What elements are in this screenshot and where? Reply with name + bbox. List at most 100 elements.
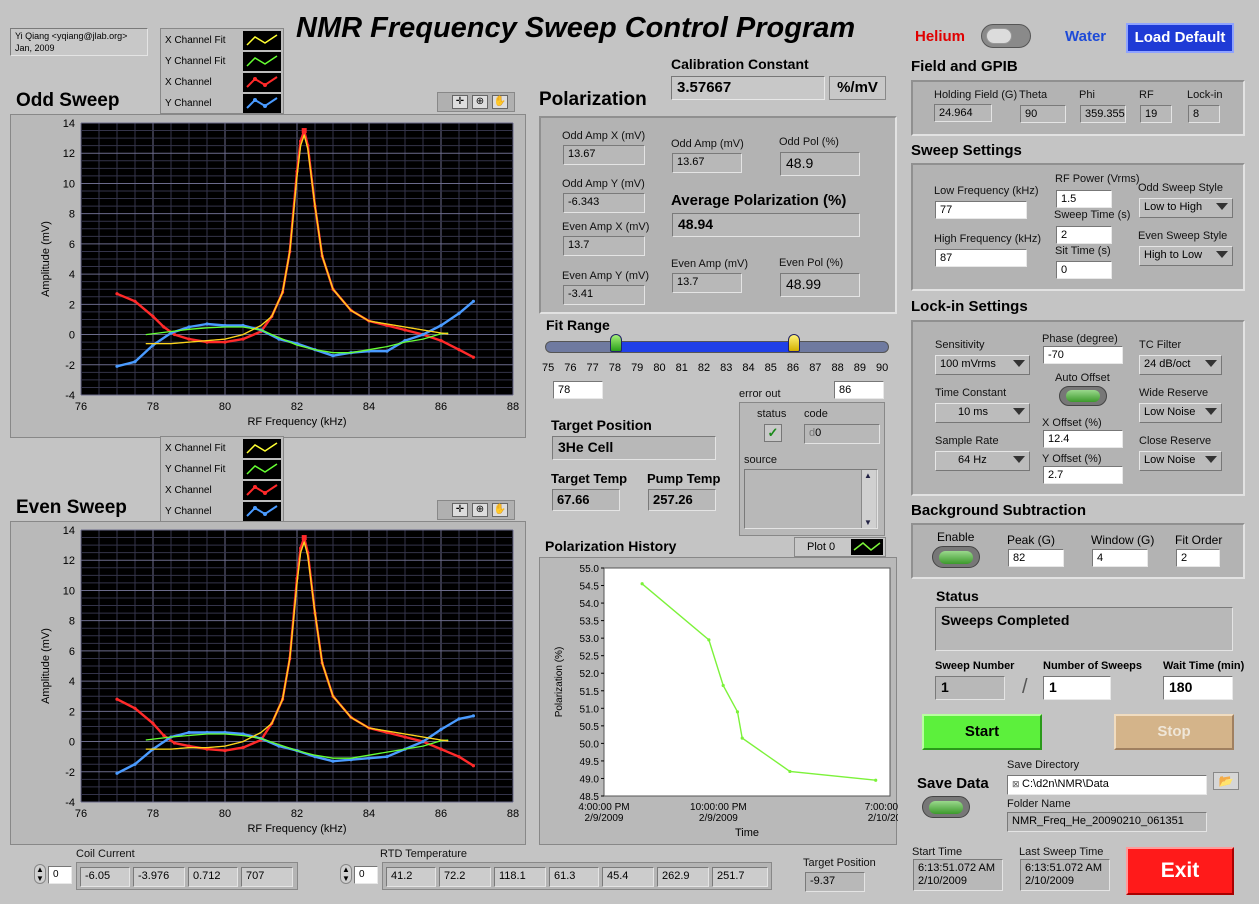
swatch-x-fit[interactable] xyxy=(243,31,281,50)
wide-reserve-select[interactable]: Low Noise xyxy=(1139,403,1222,423)
y-tick-label: 54.5 xyxy=(580,582,600,593)
calibration-value[interactable]: 3.57667 xyxy=(671,76,825,100)
y-offset-input[interactable]: 2.7 xyxy=(1043,466,1123,484)
time-constant-label: Time Constant xyxy=(935,387,1007,399)
x-tick-label: 84 xyxy=(363,808,375,820)
odd-sweep-title: Odd Sweep xyxy=(16,90,120,111)
odd-amp-x-value: 13.67 xyxy=(563,145,645,165)
x-tick-time: 10:00:00 PM xyxy=(690,802,747,813)
load-default-button[interactable]: Load Default xyxy=(1126,23,1234,53)
history-legend-label: Plot 0 xyxy=(807,541,836,553)
num-sweeps-input[interactable]: 1 xyxy=(1043,676,1111,700)
cursor-icon[interactable]: ✛ xyxy=(452,95,468,109)
error-source-text[interactable] xyxy=(744,469,878,529)
peak-input[interactable]: 82 xyxy=(1008,549,1064,567)
folder-browse-icon[interactable]: 📂 xyxy=(1213,772,1239,790)
even-graph-palette[interactable]: ✛ ⊕ ✋ xyxy=(437,500,515,520)
peak-marker xyxy=(301,128,307,134)
coil-index-spinner[interactable]: ▲ ▼ xyxy=(34,864,46,884)
data-point xyxy=(385,755,389,759)
odd-sweep-svg[interactable]: 76 78 80 82 84 86 88 -4 -2 0 2 4 6 8 10 12 14 RF Frequenc… xyxy=(11,115,527,439)
sensitivity-select[interactable]: 100 mVrms xyxy=(935,355,1030,375)
rtd-index[interactable]: 0 xyxy=(354,866,378,884)
auto-offset-button[interactable] xyxy=(1059,386,1107,406)
legend-y-fit: Y Channel Fit xyxy=(165,56,226,67)
sweep-time-input[interactable]: 2 xyxy=(1056,226,1112,244)
data-point xyxy=(223,749,227,753)
swatch-y-channel[interactable] xyxy=(243,502,281,521)
start-button[interactable]: Start xyxy=(922,714,1042,750)
data-point xyxy=(471,764,475,768)
history-svg[interactable]: 55.0 54.5 54.0 53.5 53.0 52.5 52.0 51.5 51.0 50.5… xyxy=(540,558,915,846)
peak-marker xyxy=(301,535,307,541)
enable-button[interactable] xyxy=(932,546,980,568)
history-legend-swatch[interactable] xyxy=(851,539,883,555)
swatch-x-channel[interactable] xyxy=(243,481,281,500)
pan-hand-icon[interactable]: ✋ xyxy=(492,95,508,109)
history-point xyxy=(721,683,725,688)
sample-rate-value: 64 Hz xyxy=(958,454,987,466)
swatch-y-channel[interactable] xyxy=(243,94,281,113)
data-point xyxy=(115,292,119,296)
source-scrollbar[interactable]: ▲ ▼ xyxy=(861,470,876,528)
wait-time-input[interactable]: 180 xyxy=(1163,676,1233,700)
fit-range-low-value[interactable]: 78 xyxy=(553,381,603,399)
window-input[interactable]: 4 xyxy=(1092,549,1148,567)
time-constant-select[interactable]: 10 ms xyxy=(935,403,1030,423)
save-data-button[interactable] xyxy=(922,796,970,818)
holding-field-label: Holding Field (G) xyxy=(934,89,1018,101)
even-amp-y-label: Even Amp Y (mV) xyxy=(562,270,650,282)
x-tick-label: 82 xyxy=(291,401,303,413)
sit-time-input[interactable]: 0 xyxy=(1056,261,1112,279)
fit-range-tick-label: 86 xyxy=(786,362,800,374)
x-offset-input[interactable]: 12.4 xyxy=(1043,430,1123,448)
swatch-y-fit[interactable] xyxy=(243,52,281,71)
fit-range-high-thumb[interactable] xyxy=(787,334,800,352)
zoom-icon[interactable]: ⊕ xyxy=(472,95,488,109)
rtd-array: 41.2 72.2 118.1 61.3 45.4 262.9 251.7 xyxy=(382,862,772,890)
history-point xyxy=(874,778,878,782)
legend-y-channel: Y Channel xyxy=(165,506,212,517)
fit-range-high-value[interactable]: 86 xyxy=(834,381,884,399)
data-point xyxy=(331,354,335,358)
even-sweep-svg[interactable]: 76 78 80 82 84 86 88 -4 -2 0 2 4 6 8 10 12 14 RF Frequenc… xyxy=(11,522,527,846)
odd-sweep-style-label: Odd Sweep Style xyxy=(1138,182,1223,194)
swatch-y-fit[interactable] xyxy=(243,460,281,479)
rf-power-input[interactable]: 1.5 xyxy=(1056,190,1112,208)
fit-order-input[interactable]: 2 xyxy=(1176,549,1220,567)
odd-graph-palette[interactable]: ✛ ⊕ ✋ xyxy=(437,92,515,112)
rtd-index-spinner[interactable]: ▲ ▼ xyxy=(340,864,352,884)
sweep-number-label: Sweep Number xyxy=(935,660,1015,672)
high-frequency-input[interactable]: 87 xyxy=(935,249,1027,267)
sample-rate-select[interactable]: 64 Hz xyxy=(935,451,1030,471)
even-sweep-graph[interactable]: 76 78 80 82 84 86 88 -4 -2 0 2 4 6 8 10 12 14 RF Frequenc… xyxy=(10,521,526,845)
cursor-icon[interactable]: ✛ xyxy=(452,503,468,517)
pan-hand-icon[interactable]: ✋ xyxy=(492,503,508,517)
even-pol-label: Even Pol (%) xyxy=(779,257,844,269)
tc-filter-select[interactable]: 24 dB/oct xyxy=(1139,355,1222,375)
even-sweep-style-select[interactable]: High to Low xyxy=(1139,246,1233,266)
history-graph[interactable]: 55.0 54.5 54.0 53.5 53.0 52.5 52.0 51.5 51.0 50.5… xyxy=(539,557,915,846)
fit-range-scale: 75 76 77 78 79 80 81 82 83 84 85 86 87 88 89 90 xyxy=(0,362,1259,376)
odd-sweep-graph[interactable]: 76 78 80 82 84 86 88 -4 -2 0 2 4 6 8 10 12 14 RF Frequenc… xyxy=(10,114,526,438)
zoom-icon[interactable]: ⊕ xyxy=(472,503,488,517)
phase-input[interactable]: -70 xyxy=(1043,346,1123,364)
data-point xyxy=(205,322,209,326)
swatch-x-fit[interactable] xyxy=(243,439,281,458)
x-tick-label: 86 xyxy=(435,401,447,413)
coil-current-label: Coil Current xyxy=(76,848,135,860)
stop-button[interactable]: Stop xyxy=(1114,714,1234,750)
rtd-value: 262.9 xyxy=(657,867,709,887)
history-point xyxy=(707,638,711,642)
save-directory-input[interactable]: ⊠ C:\d2n\NMR\Data xyxy=(1007,775,1207,795)
odd-sweep-style-select[interactable]: Low to High xyxy=(1139,198,1233,218)
coil-index[interactable]: 0 xyxy=(48,866,72,884)
fit-range-low-thumb[interactable] xyxy=(609,334,622,352)
data-point xyxy=(162,733,166,738)
exit-button[interactable]: Exit xyxy=(1126,847,1234,895)
helium-water-switch[interactable] xyxy=(981,24,1031,48)
close-reserve-select[interactable]: Low Noise xyxy=(1139,451,1222,471)
chevron-down-icon xyxy=(1013,456,1025,463)
swatch-x-channel[interactable] xyxy=(243,73,281,92)
low-frequency-input[interactable]: 77 xyxy=(935,201,1027,219)
